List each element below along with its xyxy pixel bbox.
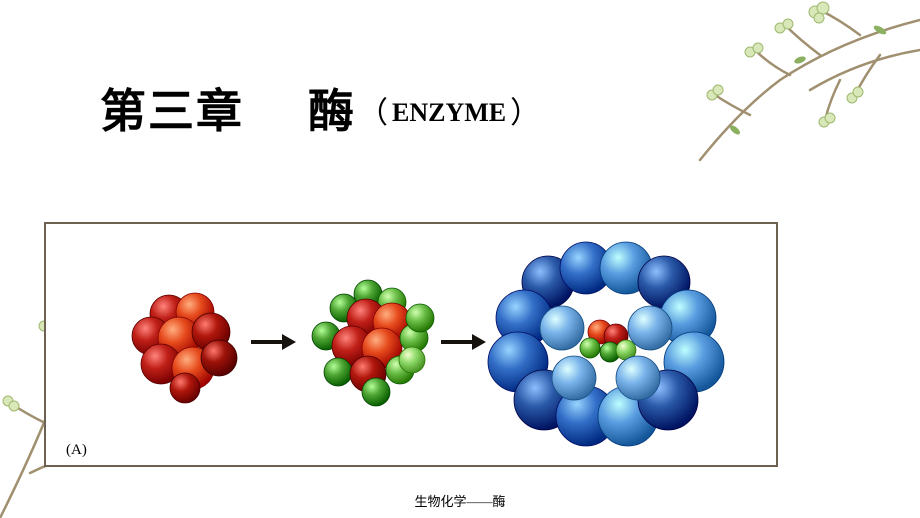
chapter-number: 第三章 (100, 86, 244, 137)
subject-english: ENZYME (392, 98, 506, 127)
arrow (251, 334, 296, 350)
mixed-cluster (312, 280, 434, 406)
chapter-title: 第三章 酶 （ ENZYME ） (100, 75, 540, 141)
enzyme-diagram-box: (A) (44, 222, 778, 467)
paren-close: ） (510, 97, 540, 130)
subject-chinese: 酶 (308, 86, 354, 137)
paren-open: （ (358, 97, 388, 130)
arrow (441, 334, 486, 350)
diagram-label: (A) (66, 442, 87, 459)
branch-decoration-top (640, 0, 920, 180)
blue-shell (488, 242, 724, 446)
footer-text: 生物化学——酶 (414, 491, 505, 510)
red-cluster (132, 293, 237, 403)
enzyme-diagram (46, 224, 776, 465)
